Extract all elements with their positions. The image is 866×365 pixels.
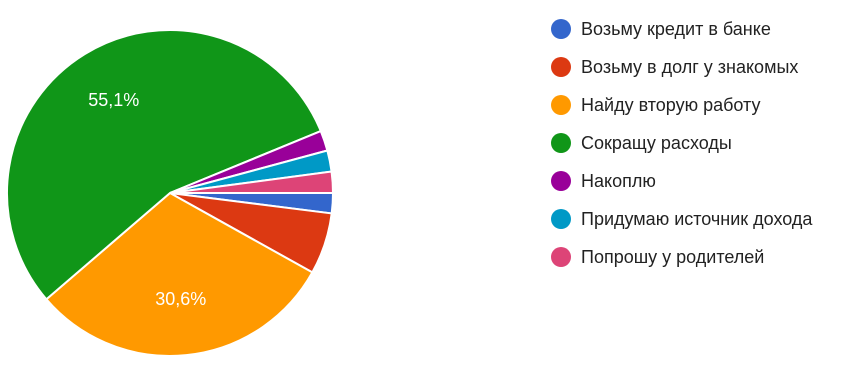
pie-slice — [44, 191, 314, 357]
pie-slice — [6, 29, 323, 301]
pie-slice-label: 30,6% — [155, 289, 206, 309]
legend-swatch — [551, 247, 571, 267]
legend-label: Возьму в долг у знакомых — [581, 57, 799, 77]
legend-swatch — [551, 95, 571, 115]
legend: Возьму кредит в банке Возьму в долг у зн… — [551, 10, 861, 276]
legend-swatch — [551, 133, 571, 153]
pie-chart-svg: 30,6% 55,1% — [6, 29, 335, 357]
legend-label: Придумаю источник дохода — [581, 209, 813, 229]
legend-swatch — [551, 57, 571, 77]
legend-item: Сокращу расходы — [551, 124, 861, 162]
legend-item: Придумаю источник дохода — [551, 200, 861, 238]
legend-item: Накоплю — [551, 162, 861, 200]
pie-slice-label: 55,1% — [88, 90, 139, 110]
legend-item: Попрошу у родителей — [551, 238, 861, 276]
legend-label: Возьму кредит в банке — [581, 19, 771, 39]
legend-label: Найду вторую работу — [581, 95, 761, 115]
legend-item: Возьму в долг у знакомых — [551, 48, 861, 86]
legend-swatch — [551, 209, 571, 229]
legend-item: Найду вторую работу — [551, 86, 861, 124]
legend-label: Сокращу расходы — [581, 133, 732, 153]
legend-swatch — [551, 19, 571, 39]
legend-label: Накоплю — [581, 171, 656, 191]
legend-swatch — [551, 171, 571, 191]
legend-label: Попрошу у родителей — [581, 247, 765, 267]
legend-item: Возьму кредит в банке — [551, 10, 861, 48]
pie-slice — [169, 170, 335, 194]
